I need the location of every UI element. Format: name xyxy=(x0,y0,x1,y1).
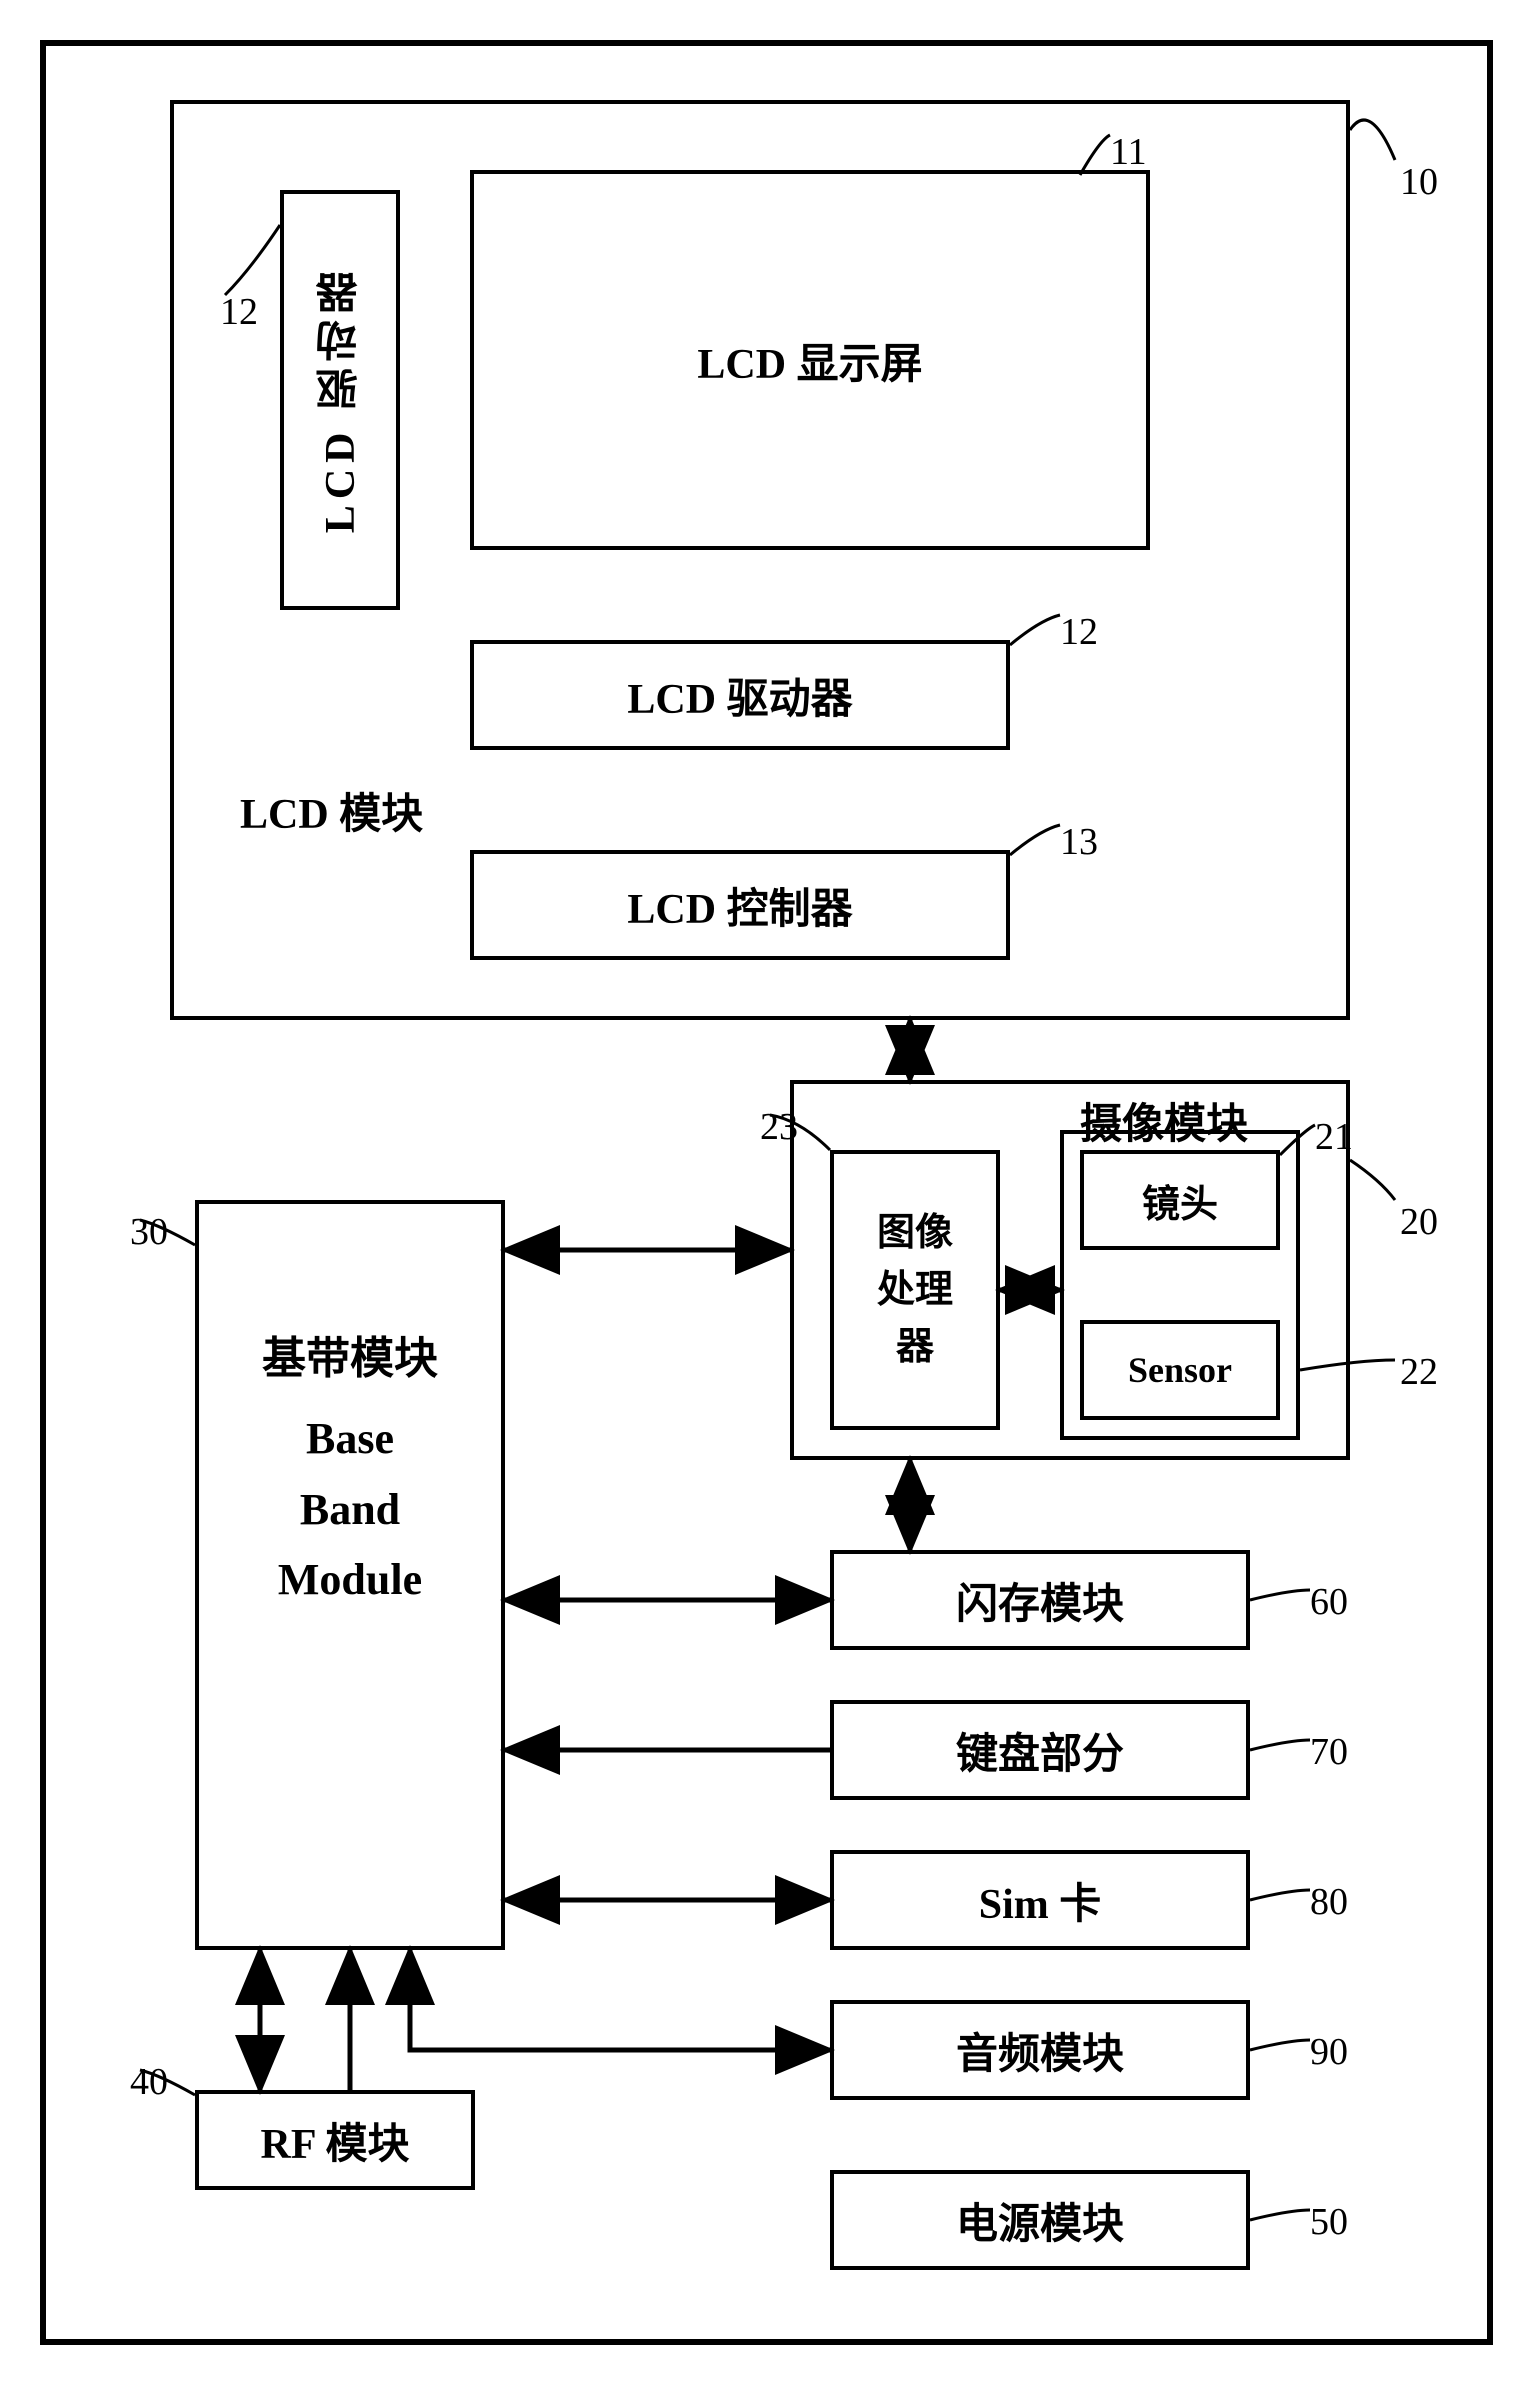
lcd-driver-v-ref: 12 xyxy=(220,290,258,334)
lcd-driver-v-box: LCD 驱动器 xyxy=(280,190,400,610)
lcd-controller-box: LCD 控制器 xyxy=(470,850,1010,960)
flash-label: 闪存模块 xyxy=(956,1570,1124,1631)
baseband-label-en: Base Band Module xyxy=(278,1404,422,1615)
lcd-driver-h-label: LCD 驱动器 xyxy=(627,665,852,726)
lcd-driver-v-label: LCD 驱动器 xyxy=(310,266,371,533)
power-label: 电源模块 xyxy=(956,2190,1124,2251)
lcd-driver-h-box: LCD 驱动器 xyxy=(470,640,1010,750)
lcd-controller-ref: 13 xyxy=(1060,820,1098,864)
sensor-label: Sensor xyxy=(1128,1349,1232,1391)
keypad-box: 键盘部分 xyxy=(830,1700,1250,1800)
sim-ref: 80 xyxy=(1310,1880,1348,1924)
flash-box: 闪存模块 xyxy=(830,1550,1250,1650)
camera-module-ref: 20 xyxy=(1400,1200,1438,1244)
lcd-display-ref: 11 xyxy=(1110,130,1147,174)
audio-label: 音频模块 xyxy=(956,2020,1124,2081)
audio-box: 音频模块 xyxy=(830,2000,1250,2100)
baseband-label-cn: 基带模块 xyxy=(262,1324,438,1394)
sim-box: Sim 卡 xyxy=(830,1850,1250,1950)
sim-label: Sim 卡 xyxy=(979,1870,1102,1931)
baseband-box: 基带模块 Base Band Module xyxy=(195,1200,505,1950)
lcd-display-box: LCD 显示屏 xyxy=(470,170,1150,550)
image-processor-ref: 23 xyxy=(760,1105,798,1149)
lcd-module-ref: 10 xyxy=(1400,160,1438,204)
rf-box: RF 模块 xyxy=(195,2090,475,2190)
diagram-canvas: LCD 模块 10 LCD 显示屏 11 LCD 驱动器 12 LCD 驱动器 … xyxy=(0,0,1533,2385)
keypad-ref: 70 xyxy=(1310,1730,1348,1774)
rf-label: RF 模块 xyxy=(261,2110,410,2171)
image-processor-box: 图像 处理 器 xyxy=(830,1150,1000,1430)
lcd-display-label: LCD 显示屏 xyxy=(697,330,922,391)
power-box: 电源模块 xyxy=(830,2170,1250,2270)
lcd-driver-h-ref: 12 xyxy=(1060,610,1098,654)
keypad-label: 键盘部分 xyxy=(956,1720,1124,1781)
lens-box: 镜头 xyxy=(1080,1150,1280,1250)
lcd-controller-label: LCD 控制器 xyxy=(627,875,852,936)
rf-ref: 40 xyxy=(130,2060,168,2104)
sensor-box: Sensor xyxy=(1080,1320,1280,1420)
lcd-module-label: LCD 模块 xyxy=(240,780,423,841)
sensor-ref: 22 xyxy=(1400,1350,1438,1394)
image-processor-label: 图像 处理 器 xyxy=(877,1205,953,1376)
power-ref: 50 xyxy=(1310,2200,1348,2244)
flash-ref: 60 xyxy=(1310,1580,1348,1624)
lens-ref: 21 xyxy=(1315,1115,1353,1159)
lens-label: 镜头 xyxy=(1142,1173,1218,1228)
baseband-ref: 30 xyxy=(130,1210,168,1254)
audio-ref: 90 xyxy=(1310,2030,1348,2074)
